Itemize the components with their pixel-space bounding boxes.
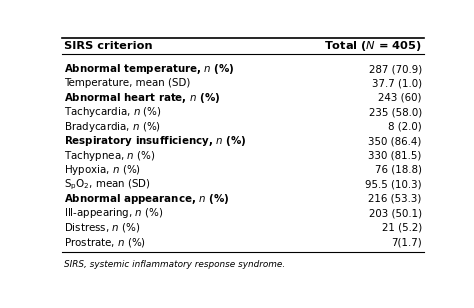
- Text: SIRS, systemic inflammatory response syndrome.: SIRS, systemic inflammatory response syn…: [64, 260, 285, 269]
- Text: 95.5 (10.3): 95.5 (10.3): [365, 179, 422, 189]
- Text: 243 (60): 243 (60): [378, 93, 422, 103]
- Text: S$_\mathregular{p}$O$_\mathregular{2}$, mean (SD): S$_\mathregular{p}$O$_\mathregular{2}$, …: [64, 177, 151, 192]
- Text: 76 (18.8): 76 (18.8): [375, 165, 422, 175]
- Text: Prostrate, $\it{n}$ (%): Prostrate, $\it{n}$ (%): [64, 236, 146, 249]
- Text: 7(1.7): 7(1.7): [391, 237, 422, 247]
- Text: Hypoxia, $\it{n}$ (%): Hypoxia, $\it{n}$ (%): [64, 163, 141, 177]
- Text: Abnormal heart rate, $\bf{\it{n}}$ $\bf{(\%)}$: Abnormal heart rate, $\bf{\it{n}}$ $\bf{…: [64, 91, 220, 105]
- Text: 203 (50.1): 203 (50.1): [369, 208, 422, 218]
- Text: 287 (70.9): 287 (70.9): [369, 64, 422, 74]
- Text: 21 (5.2): 21 (5.2): [382, 223, 422, 233]
- Text: Abnormal appearance, $\bf{\it{n}}$ $\bf{(\%)}$: Abnormal appearance, $\bf{\it{n}}$ $\bf{…: [64, 192, 229, 206]
- Text: Tachycardia, $\it{n}$ (%): Tachycardia, $\it{n}$ (%): [64, 105, 162, 119]
- Text: 350 (86.4): 350 (86.4): [368, 136, 422, 146]
- Text: 216 (53.3): 216 (53.3): [368, 194, 422, 204]
- Text: 330 (81.5): 330 (81.5): [368, 151, 422, 160]
- Text: Total ($\bf{\it{N}}$ = 405): Total ($\bf{\it{N}}$ = 405): [324, 39, 422, 53]
- Text: Bradycardia, $\it{n}$ (%): Bradycardia, $\it{n}$ (%): [64, 120, 161, 134]
- Text: 235 (58.0): 235 (58.0): [369, 107, 422, 117]
- Text: Temperature, mean (SD): Temperature, mean (SD): [64, 79, 191, 88]
- Text: Abnormal temperature, $\bf{\it{n}}$ $\bf{(\%)}$: Abnormal temperature, $\bf{\it{n}}$ $\bf…: [64, 62, 235, 76]
- Text: 37.7 (1.0): 37.7 (1.0): [372, 79, 422, 88]
- Text: Ill-appearing, $\it{n}$ (%): Ill-appearing, $\it{n}$ (%): [64, 206, 164, 220]
- Text: Respiratory insufficiency, $\bf{\it{n}}$ $\bf{(\%)}$: Respiratory insufficiency, $\bf{\it{n}}$…: [64, 134, 246, 148]
- Text: SIRS criterion: SIRS criterion: [64, 41, 153, 51]
- Text: Tachypnea, $\it{n}$ (%): Tachypnea, $\it{n}$ (%): [64, 148, 155, 163]
- Text: Distress, $\it{n}$ (%): Distress, $\it{n}$ (%): [64, 221, 140, 234]
- Text: 8 (2.0): 8 (2.0): [388, 122, 422, 132]
